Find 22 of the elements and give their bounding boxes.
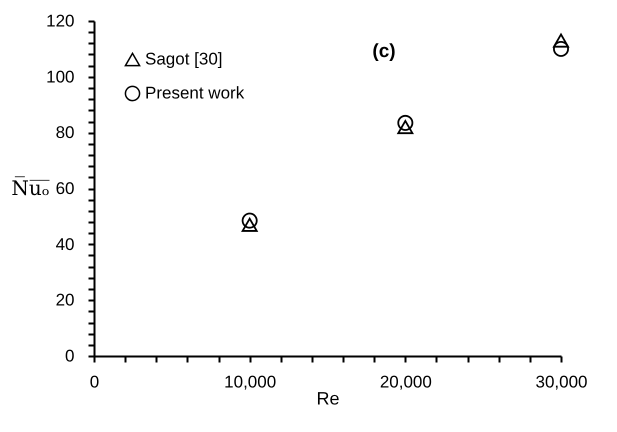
y-tick-label: 80: [56, 123, 74, 142]
point: [397, 114, 414, 131]
x-tick-label: 10,000: [224, 372, 276, 392]
point: [553, 34, 569, 48]
annotation: (c): [372, 41, 396, 62]
x-tick-label: 0: [90, 372, 100, 392]
legend-label: Present work: [145, 84, 245, 102]
y-tick-label: 100: [46, 67, 74, 86]
y-tick-label: 120: [46, 12, 74, 30]
point: [553, 40, 569, 57]
point: [397, 120, 414, 134]
point: [242, 212, 258, 229]
y-tick-label: 0: [65, 346, 74, 366]
x-axis-title: Re: [316, 388, 340, 408]
y-tick-label: 60: [56, 179, 74, 198]
x-tick-label: 20,000: [380, 372, 432, 392]
x-tick-label: 30,000: [536, 372, 588, 392]
legend-label: Sagot [30]: [145, 50, 223, 68]
point: [242, 218, 258, 232]
y-axis-title: N̅u̅ₒ̅: [11, 175, 50, 200]
y-tick-label: 20: [56, 290, 74, 310]
y-tick-label: 40: [56, 234, 74, 254]
